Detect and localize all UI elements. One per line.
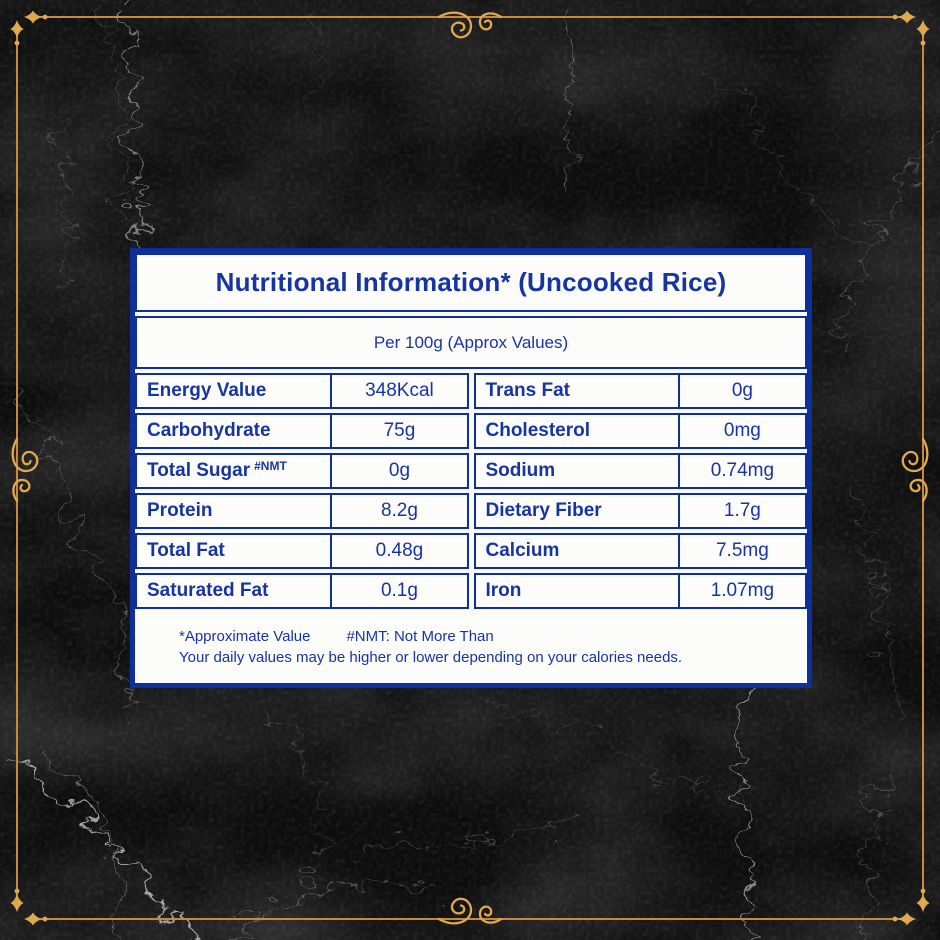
nutrient-value: 0.74mg <box>710 460 775 481</box>
table-row: Energy Value 348Kcal Trans Fat 0g <box>135 373 807 409</box>
corner-star-icon <box>916 20 930 38</box>
nutrient-value: 0g <box>731 380 753 401</box>
nmt-superscript: #NMT <box>254 459 287 473</box>
row-left-half: Total Sugar #NMT 0g <box>135 453 469 489</box>
nutrient-label: Cholesterol <box>476 415 680 447</box>
nutrient-label: Total Fat <box>137 535 333 567</box>
nutrient-value: 1.07mg <box>710 580 775 601</box>
serving-subtitle: Per 100g (Approx Values) <box>373 332 569 352</box>
nutrient-label: Sodium <box>476 455 680 487</box>
nutrient-value: 0g <box>388 460 411 481</box>
footnote-line-1: *Approximate Value #NMT: Not More Than <box>179 626 797 647</box>
nutrient-value: 0mg <box>723 420 761 441</box>
corner-star-icon <box>24 10 42 24</box>
nmt-note: #NMT: Not More Than <box>346 628 494 645</box>
approximate-value-note: *Approximate Value <box>179 628 311 645</box>
row-left-half: Protein 8.2g <box>135 493 469 529</box>
row-right-half: Sodium 0.74mg <box>473 453 807 489</box>
corner-star-icon <box>916 894 930 912</box>
nutrient-value: 75g <box>383 420 416 441</box>
row-right-half: Iron 1.07mg <box>473 573 807 609</box>
page-title: Nutritional Information* (Uncooked Rice) <box>215 267 727 297</box>
row-right-half: Calcium 7.5mg <box>473 533 807 569</box>
nutrient-label: Dietary Fiber <box>476 495 680 527</box>
row-right-half: Trans Fat 0g <box>473 373 807 409</box>
nutrient-value: 1.7g <box>723 500 761 521</box>
row-right-half: Cholesterol 0mg <box>473 413 807 449</box>
table-row: Protein 8.2g Dietary Fiber 1.7g <box>135 493 807 529</box>
nutrient-value: 348Kcal <box>365 380 434 401</box>
table-row: Saturated Fat 0.1g Iron 1.07mg <box>135 573 807 609</box>
row-left-half: Saturated Fat 0.1g <box>135 573 469 609</box>
nutrient-label: Energy Value <box>137 375 333 407</box>
nutrient-label: Total Sugar #NMT <box>137 455 333 487</box>
corner-star-icon <box>898 912 916 926</box>
corner-star-icon <box>24 912 42 926</box>
table-row: Total Fat 0.48g Calcium 7.5mg <box>135 533 807 569</box>
corner-star-icon <box>10 894 24 912</box>
row-right-half: Dietary Fiber 1.7g <box>473 493 807 529</box>
footnote-line-2: Your daily values may be higher or lower… <box>179 649 683 666</box>
nutrient-value: 8.2g <box>380 500 418 521</box>
corner-star-icon <box>898 10 916 24</box>
row-left-half: Total Fat 0.48g <box>135 533 469 569</box>
nutrient-label: Saturated Fat <box>137 575 333 607</box>
nutrient-value: 7.5mg <box>715 540 769 561</box>
nutrient-label: Carbohydrate <box>137 415 333 447</box>
nutrient-label: Trans Fat <box>476 375 680 407</box>
row-left-half: Energy Value 348Kcal <box>135 373 469 409</box>
footnotes: *Approximate Value #NMT: Not More Than Yo… <box>135 613 807 683</box>
nutrient-label: Calcium <box>476 535 680 567</box>
table-row: Carbohydrate 75g Cholesterol 0mg <box>135 413 807 449</box>
nutrient-label: Iron <box>476 575 680 607</box>
nutrition-grid: Energy Value 348Kcal Trans Fat 0g Carboh… <box>135 373 807 609</box>
row-left-half: Carbohydrate 75g <box>135 413 469 449</box>
nutrition-panel: Nutritional Information* (Uncooked Rice)… <box>130 248 812 688</box>
nutrient-value: 0.1g <box>380 580 418 601</box>
nutrient-value: 0.48g <box>375 540 424 561</box>
nutrient-label: Protein <box>137 495 333 527</box>
corner-star-icon <box>10 20 24 38</box>
table-row: Total Sugar #NMT 0g Sodium 0.74mg <box>135 453 807 489</box>
panel-title-box: Nutritional Information* (Uncooked Rice) <box>135 253 807 312</box>
panel-subtitle-box: Per 100g (Approx Values) <box>135 316 807 369</box>
